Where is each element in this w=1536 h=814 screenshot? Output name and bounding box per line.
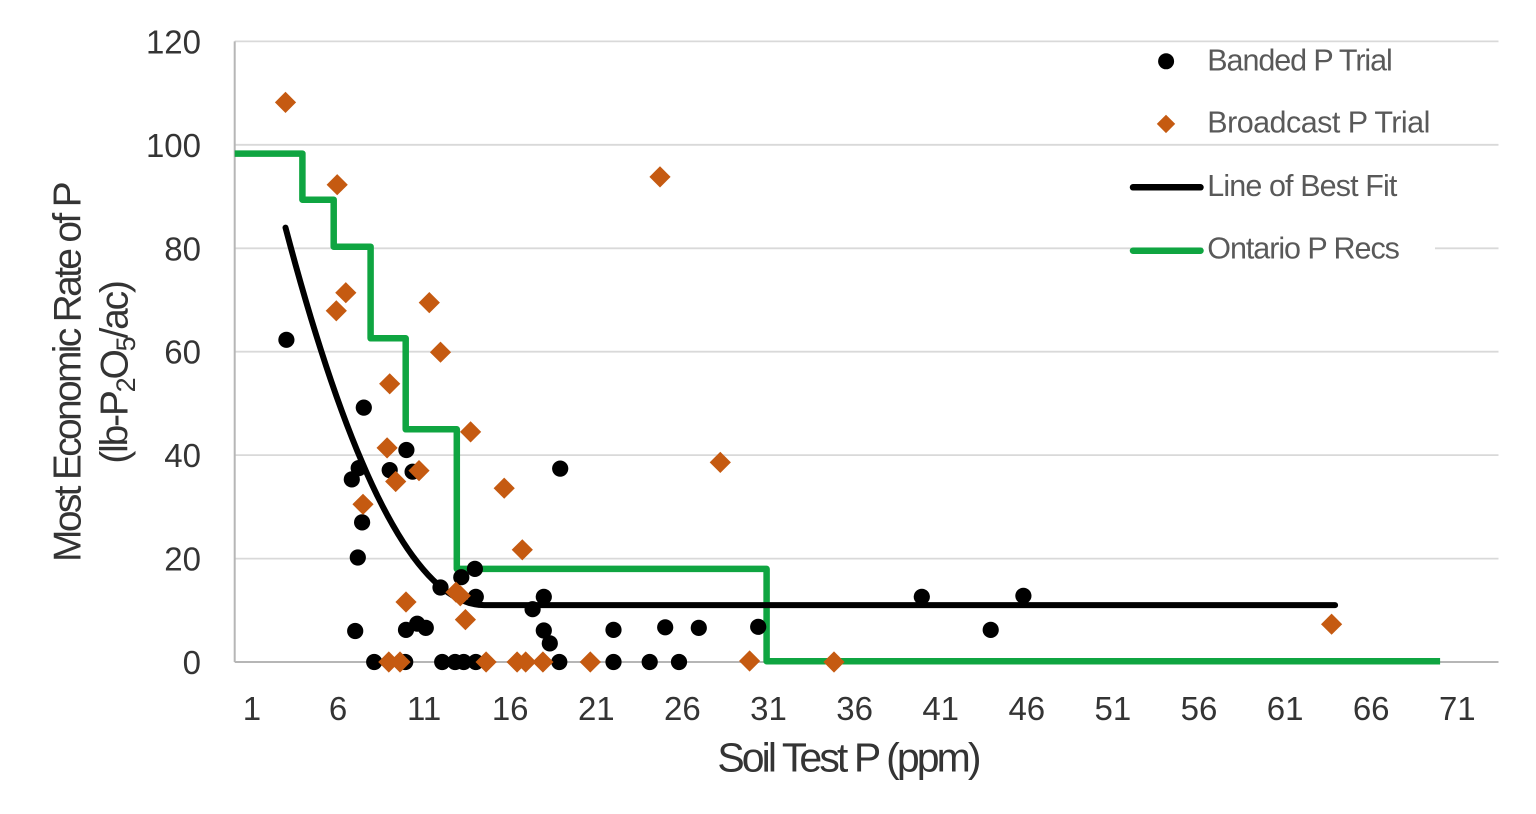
svg-text:0: 0 [183,644,201,681]
svg-text:51: 51 [1095,690,1132,727]
svg-text:36: 36 [836,690,873,727]
svg-text:71: 71 [1439,690,1476,727]
svg-text:16: 16 [492,690,529,727]
svg-text:Ontario P Recs: Ontario P Recs [1207,232,1399,266]
svg-text:(lb-P2O5/ac): (lb-P2O5/ac) [94,282,142,464]
svg-text:Most Economic Rate of P: Most Economic Rate of P [47,183,90,562]
svg-text:Banded P Trial: Banded P Trial [1207,43,1391,77]
svg-text:46: 46 [1008,690,1045,727]
svg-text:61: 61 [1267,690,1304,727]
svg-text:1: 1 [243,690,261,727]
svg-text:66: 66 [1353,690,1390,727]
svg-text:Soil Test P (ppm): Soil Test P (ppm) [717,734,980,780]
svg-text:56: 56 [1181,690,1218,727]
svg-text:31: 31 [750,690,787,727]
svg-text:120: 120 [146,23,201,60]
svg-text:80: 80 [164,230,201,267]
svg-text:41: 41 [922,690,959,727]
svg-text:40: 40 [164,437,201,474]
svg-text:20: 20 [164,541,201,578]
svg-text:11: 11 [407,690,441,727]
svg-text:26: 26 [664,690,701,727]
svg-text:21: 21 [578,690,615,727]
svg-text:6: 6 [329,690,347,727]
svg-text:Line of Best Fit: Line of Best Fit [1207,169,1398,203]
svg-text:Broadcast P Trial: Broadcast P Trial [1207,106,1430,140]
svg-text:60: 60 [164,334,201,371]
svg-text:100: 100 [146,127,201,164]
